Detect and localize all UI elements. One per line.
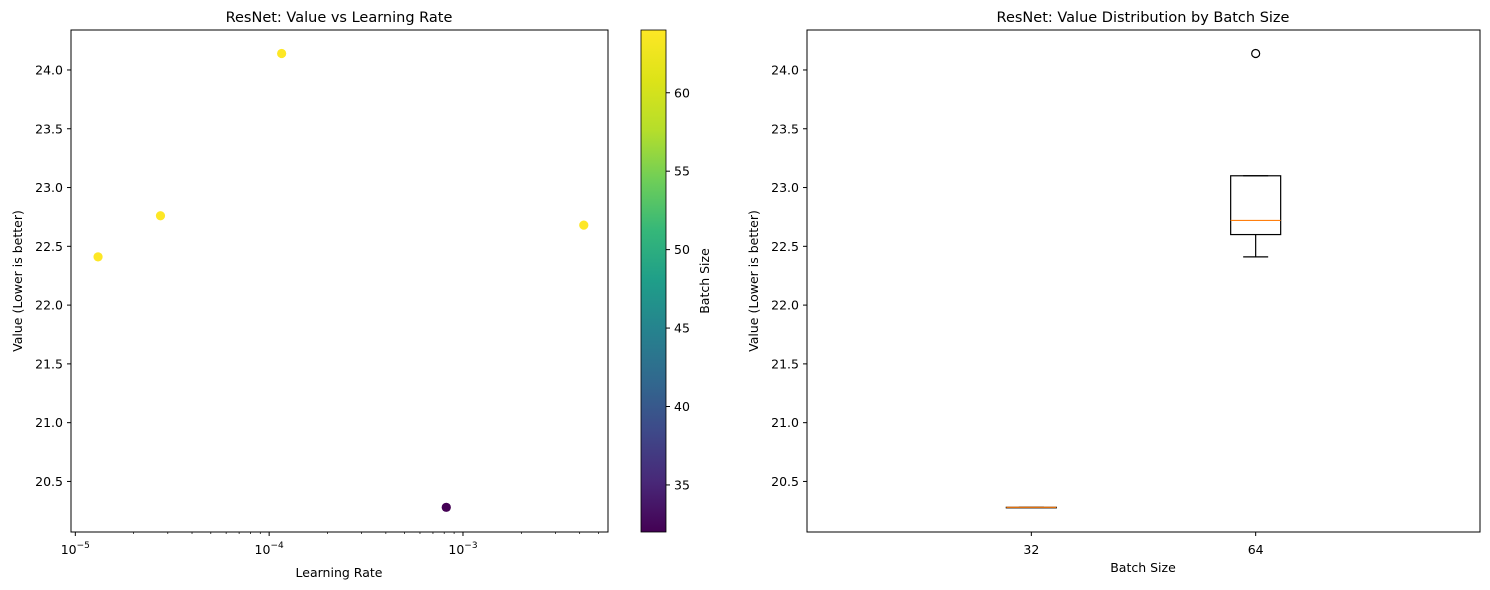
- boxplot-x-label: Batch Size: [1110, 560, 1176, 575]
- boxplot-y-tick-label: 22.5: [771, 239, 799, 254]
- colorbar-gradient: [640, 29, 667, 533]
- scatter-x-tick-base: 10: [448, 542, 464, 557]
- boxplot-y-ticks: 20.5 21.0 21.5 22.0 22.5 23.0 23.5 24.0: [771, 62, 807, 489]
- boxplot-y-tick-label: 20.5: [771, 474, 799, 489]
- scatter-y-label: Value (Lower is better): [10, 210, 25, 352]
- scatter-y-tick-label: 23.5: [35, 121, 63, 136]
- scatter-x-tick-label: 10−4: [255, 541, 284, 557]
- colorbar-tick-label: 45: [674, 321, 690, 336]
- scatter-x-tick-base: 10: [61, 542, 77, 557]
- scatter-point: [441, 502, 451, 512]
- scatter-x-tick-label: 10−5: [61, 541, 90, 557]
- scatter-x-tick-exponent: −4: [270, 541, 284, 551]
- boxplot-plot-area: [806, 29, 1481, 533]
- boxplot-x-ticks: 32 64: [1023, 532, 1264, 557]
- scatter-y-tick-label: 22.0: [35, 298, 63, 313]
- scatter-x-label: Learning Rate: [296, 565, 383, 580]
- boxplot-y-tick-label: 21.5: [771, 356, 799, 371]
- scatter-y-tick-label: 24.0: [35, 62, 63, 77]
- colorbar-tick-label: 40: [674, 399, 690, 414]
- boxplot-outlier: [1251, 48, 1261, 59]
- scatter-plot-area: [70, 29, 609, 533]
- boxplot-y-label: Value (Lower is better): [746, 210, 761, 352]
- scatter-point: [579, 220, 589, 230]
- scatter-x-tick-exponent: −3: [464, 541, 477, 551]
- scatter-title: ResNet: Value vs Learning Rate: [226, 10, 453, 26]
- scatter-x-tick-base: 10: [255, 542, 271, 557]
- colorbar: 35 40 45 50 55 60 Batch Size: [640, 29, 712, 533]
- scatter-y-tick-label: 22.5: [35, 239, 63, 254]
- colorbar-label: Batch Size: [697, 248, 712, 314]
- boxplot-panel: ResNet: Value Distribution by Batch Size…: [746, 10, 1481, 575]
- scatter-point: [93, 252, 103, 262]
- colorbar-tick-label: 55: [674, 164, 690, 179]
- scatter-y-tick-label: 21.0: [35, 415, 63, 430]
- boxplot-box: [1230, 175, 1282, 236]
- boxplot-title: ResNet: Value Distribution by Batch Size: [997, 10, 1290, 26]
- boxplot-y-tick-label: 23.0: [771, 180, 799, 195]
- scatter-y-ticks: 20.5 21.0 21.5 22.0 22.5 23.0 23.5 24.0: [35, 62, 71, 489]
- boxplot-y-tick-label: 24.0: [771, 62, 799, 77]
- colorbar-tick-label: 50: [674, 242, 690, 257]
- colorbar-tick-label: 35: [674, 477, 690, 492]
- scatter-point: [155, 211, 166, 221]
- scatter-x-ticks: 10−5 10−4 10−3: [61, 532, 599, 557]
- boxplot-y-tick-label: 23.5: [771, 121, 799, 136]
- boxplot-x-tick-label: 32: [1023, 542, 1039, 557]
- scatter-panel: ResNet: Value vs Learning Rate 20.521.02…: [10, 10, 609, 580]
- colorbar-tick-label: 60: [674, 85, 690, 100]
- boxplot-x-tick-label: 64: [1248, 542, 1264, 557]
- scatter-point: [277, 48, 287, 59]
- boxplot-y-tick-label: 21.0: [771, 415, 799, 430]
- boxplot-boxes: [1005, 48, 1282, 509]
- scatter-y-tick-label: 20.5: [35, 474, 63, 489]
- colorbar-ticks: 35 40 45 50 55 60: [666, 85, 690, 492]
- scatter-y-tick-label: 23.0: [35, 180, 63, 195]
- scatter-y-tick-label: 21.5: [35, 356, 63, 371]
- scatter-points: [93, 48, 589, 512]
- scatter-x-tick-label: 10−3: [448, 541, 477, 557]
- scatter-x-tick-exponent: −5: [77, 541, 90, 551]
- boxplot-y-tick-label: 22.0: [771, 298, 799, 313]
